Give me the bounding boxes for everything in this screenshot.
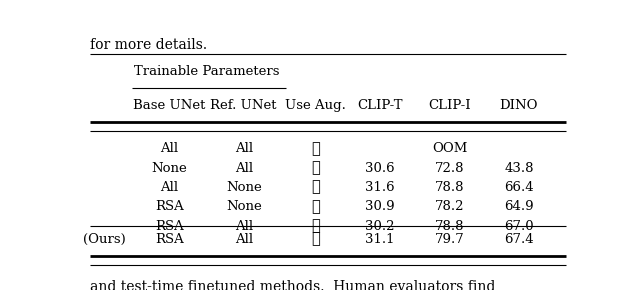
Text: All: All (235, 233, 253, 246)
Text: ✓: ✓ (311, 232, 320, 246)
Text: and test-time finetuned methods.  Human evaluators find: and test-time finetuned methods. Human e… (90, 280, 495, 290)
Text: ✓: ✓ (311, 161, 320, 175)
Text: All: All (160, 142, 179, 155)
Text: 30.2: 30.2 (365, 220, 395, 233)
Text: OOM: OOM (432, 142, 467, 155)
Text: RSA: RSA (155, 220, 184, 233)
Text: CLIP-I: CLIP-I (428, 99, 471, 112)
Text: 79.7: 79.7 (435, 233, 465, 246)
Text: ✗: ✗ (311, 220, 320, 233)
Text: All: All (235, 162, 253, 175)
Text: Use Aug.: Use Aug. (285, 99, 346, 112)
Text: 66.4: 66.4 (504, 181, 534, 194)
Text: 30.6: 30.6 (365, 162, 395, 175)
Text: DINO: DINO (500, 99, 538, 112)
Text: 64.9: 64.9 (504, 200, 534, 213)
Text: 67.0: 67.0 (504, 220, 534, 233)
Text: CLIP-T: CLIP-T (357, 99, 403, 112)
Text: ✓: ✓ (311, 142, 320, 156)
Text: (Ours): (Ours) (83, 233, 126, 246)
Text: 43.8: 43.8 (504, 162, 534, 175)
Text: RSA: RSA (155, 200, 184, 213)
Text: 78.8: 78.8 (435, 181, 464, 194)
Text: Trainable Parameters: Trainable Parameters (134, 65, 279, 78)
Text: Base UNet: Base UNet (133, 99, 205, 112)
Text: for more details.: for more details. (90, 38, 207, 52)
Text: ✓: ✓ (311, 181, 320, 195)
Text: 67.4: 67.4 (504, 233, 534, 246)
Text: RSA: RSA (155, 233, 184, 246)
Text: None: None (152, 162, 187, 175)
Text: 31.1: 31.1 (365, 233, 395, 246)
Text: All: All (235, 220, 253, 233)
Text: 78.8: 78.8 (435, 220, 464, 233)
Text: 72.8: 72.8 (435, 162, 464, 175)
Text: ✓: ✓ (311, 200, 320, 214)
Text: Ref. UNet: Ref. UNet (211, 99, 277, 112)
Text: 31.6: 31.6 (365, 181, 395, 194)
Text: None: None (226, 200, 262, 213)
Text: All: All (160, 181, 179, 194)
Text: None: None (226, 181, 262, 194)
Text: 30.9: 30.9 (365, 200, 395, 213)
Text: All: All (235, 142, 253, 155)
Text: 78.2: 78.2 (435, 200, 464, 213)
